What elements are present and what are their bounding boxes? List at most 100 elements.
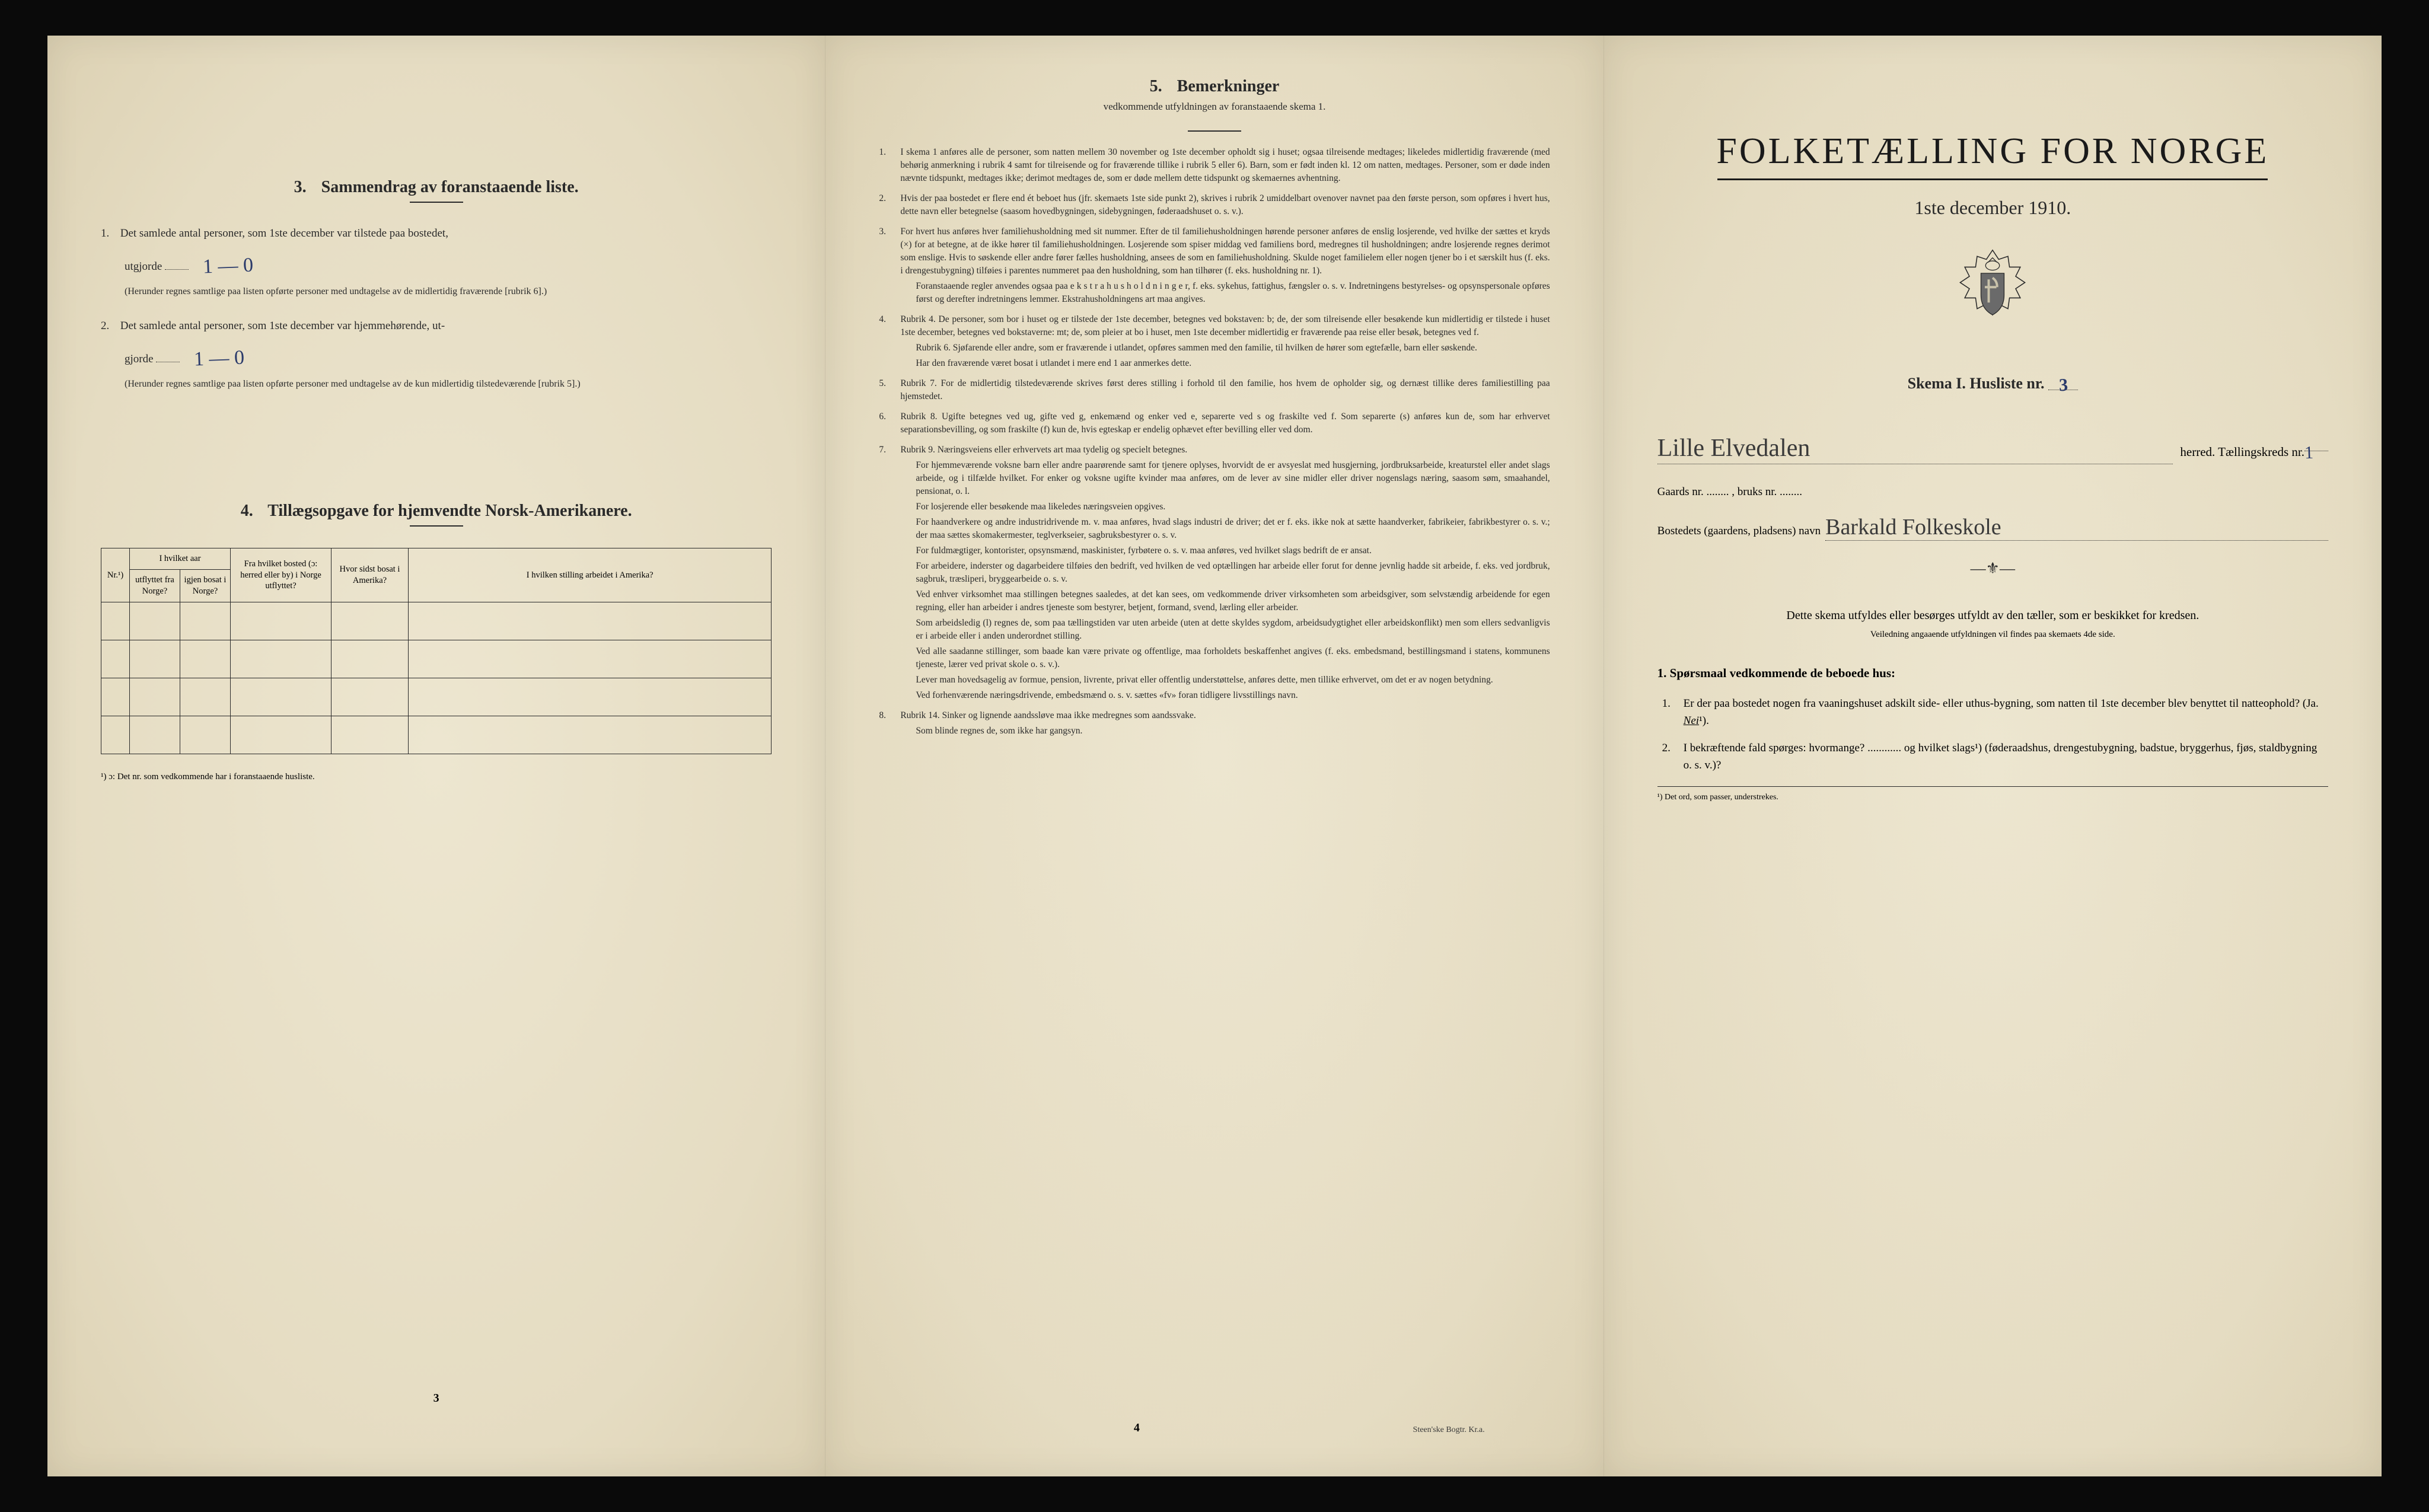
bosted-hand: Barkald Folkeskole [1825,514,2328,541]
s3-item1-line2: utgjorde 1 — 0 [101,247,772,281]
skema-line: Skema I. Husliste nr. 3 [1657,373,2328,393]
remark-text: Rubrik 4. De personer, som bor i huset o… [900,314,1550,337]
gaards-line: Gaards nr. ........ , bruks nr. ........ [1657,486,2328,499]
page-number-middle: 4 [1134,1421,1140,1435]
page-number-left: 3 [433,1392,439,1405]
remark-subtext: For haandverkere og andre industridriven… [900,516,1550,542]
th-stilling: I hvilken stilling arbeidet i Amerika? [409,548,772,602]
remark-text: Rubrik 9. Næringsveiens eller erhvervets… [900,445,1187,455]
title-rule [1717,178,2268,180]
divider [1188,130,1241,132]
question-2: 2. I bekræftende fald spørges: hvormange… [1657,739,2328,774]
section3-title-text: Sammendrag av foranstaaende liste. [321,178,579,196]
table-row [101,716,772,754]
page-right: FOLKETÆLLING FOR NORGE 1ste december 191… [1604,36,2382,1476]
section4-number: 4. [241,502,253,520]
remark-item: 4. Rubrik 4. De personer, som bor i huset… [879,313,1550,370]
remark-number: 2. [879,192,886,205]
section4-title: 4. Tillægsopgave for hjemvendte Norsk-Am… [101,502,772,521]
remark-number: 6. [879,410,886,423]
remark-text: I skema 1 anføres alle de personer, som … [900,147,1550,183]
american-table: Nr.¹) I hvilket aar Fra hvilket bosted (… [101,548,772,754]
question-1: 1. Er der paa bostedet nogen fra vaaning… [1657,695,2328,730]
triptych-document: 3. Sammendrag av foranstaaende liste. 1.… [47,36,2382,1476]
th-amerika-bosat: Hvor sidst bosat i Amerika? [331,548,409,602]
th-igjen: igjen bosat i Norge? [180,570,231,602]
remark-number: 4. [879,313,886,326]
remark-text: Rubrik 14. Sinker og lignende aandssløve… [900,710,1196,720]
remark-item: 6. Rubrik 8. Ugifte betegnes ved ug, gift… [879,410,1550,436]
section5-title-text: Bemerkninger [1177,77,1280,95]
bottom-footnote: ¹) Det ord, som passer, understrekes. [1657,786,2328,802]
coat-of-arms-icon [1954,248,2031,337]
remark-text: For hvert hus anføres hver familiehushol… [900,227,1550,276]
remark-subtext: For losjerende eller besøkende maa likel… [900,500,1550,513]
remark-number: 7. [879,444,886,457]
husliste-nr-hand: 3 [2058,375,2068,396]
instruction-para: Dette skema utfyldes eller besørges utfy… [1657,606,2328,625]
kreds-nr-hand: 1 [2304,443,2313,464]
remark-subtext: For arbeidere, inderster og dagarbeidere… [900,560,1550,586]
th-nr: Nr.¹) [101,548,130,602]
remark-subtext: Lever man hovedsagelig av formue, pensio… [900,674,1550,687]
american-table-body [101,602,772,754]
section5-subtitle: vedkommende utfyldningen av foranstaaend… [879,101,1550,113]
s3-item2-line2: gjorde 1 — 0 [101,339,772,374]
section4-title-text: Tillægsopgave for hjemvendte Norsk-Ameri… [267,502,632,520]
questions-heading: 1. Spørsmaal vedkommende de beboede hus: [1657,666,2328,681]
section3-title: 3. Sammendrag av foranstaaende liste. [101,178,772,197]
remark-subtext: Som arbeidsledig (l) regnes de, som paa … [900,617,1550,643]
hand-count-1: 1 — 0 [202,248,254,285]
remark-subtext: Ved alle saadanne stillinger, som baade … [900,645,1550,671]
th-aar: I hvilket aar [130,548,231,570]
remark-number: 1. [879,146,886,159]
s3-item1: 1. Det samlede antal personer, som 1ste … [101,224,772,243]
nei-underlined: Nei [1684,714,1699,727]
s3-item2: 2. Det samlede antal personer, som 1ste … [101,317,772,336]
instruction-small: Veiledning angaaende utfyldningen vil fi… [1657,630,2328,640]
remark-item: 3. For hvert hus anføres hver familiehush… [879,225,1550,306]
bosted-line: Bostedets (gaardens, pladsens) navn Bark… [1657,514,2328,541]
remarks-list: 1. I skema 1 anføres alle de personer, so… [879,146,1550,738]
remark-subtext: For fuldmægtiger, kontorister, opsynsmæn… [900,544,1550,557]
s3-item1-note: (Herunder regnes samtlige paa listen opf… [101,285,772,299]
divider [410,202,463,203]
remark-text: Hvis der paa bostedet er flere end ét be… [900,193,1550,216]
remark-item: 8. Rubrik 14. Sinker og lignende aandsslø… [879,709,1550,738]
remark-item: 1. I skema 1 anføres alle de personer, so… [879,146,1550,185]
table-row [101,678,772,716]
remark-item: 5. Rubrik 7. For de midlertidig tilstedev… [879,377,1550,403]
remark-subtext: Ved forhenværende næringsdrivende, embed… [900,689,1550,702]
remark-subtext: For hjemmeværende voksne barn eller andr… [900,459,1550,498]
th-utflyttet: utflyttet fra Norge? [130,570,180,602]
remark-number: 5. [879,377,886,390]
remark-number: 8. [879,709,886,722]
remark-subtext: Rubrik 6. Sjøfarende eller andre, som er… [900,342,1550,355]
remark-subtext: Som blinde regnes de, som ikke har gangs… [900,725,1550,738]
section5-title: 5. Bemerkninger [879,77,1550,96]
remark-subtext: Ved enhver virksomhet maa stillingen bet… [900,588,1550,614]
divider [410,525,463,527]
table-row [101,602,772,640]
remark-item: 2. Hvis der paa bostedet er flere end ét … [879,192,1550,218]
th-bosted: Fra hvilket bosted (ɔ: herred eller by) … [231,548,331,602]
remark-text: Rubrik 8. Ugifte betegnes ved ug, gifte … [900,412,1550,435]
remark-subtext: Foranstaaende regler anvendes ogsaa paa … [900,280,1550,306]
remark-item: 7. Rubrik 9. Næringsveiens eller erhverve… [879,444,1550,702]
page-middle: 5. Bemerkninger vedkommende utfyldningen… [825,36,1603,1476]
herred-hand: Lille Elvedalen [1657,434,2173,464]
section5-number: 5. [1150,77,1162,95]
s3-item2-note: (Herunder regnes samtlige paa listen opf… [101,377,772,391]
section4-footnote: ¹) ɔ: Det nr. som vedkommende har i fora… [101,772,772,782]
remark-text: Rubrik 7. For de midlertidig tilstedevær… [900,378,1550,401]
printer-credit: Steen'ske Bogtr. Kr.a. [1413,1425,1485,1435]
table-row [101,640,772,678]
herred-line: Lille Elvedalen herred. Tællingskreds nr… [1657,434,2328,464]
remark-subtext: Har den fraværende været bosat i utlande… [900,357,1550,370]
main-title: FOLKETÆLLING FOR NORGE [1657,130,2328,173]
ornament-icon: ―⚜― [1657,560,2328,578]
page-left: 3. Sammendrag av foranstaaende liste. 1.… [47,36,825,1476]
hand-count-2: 1 — 0 [193,341,245,377]
remark-number: 3. [879,225,886,238]
section3-number: 3. [294,178,307,196]
